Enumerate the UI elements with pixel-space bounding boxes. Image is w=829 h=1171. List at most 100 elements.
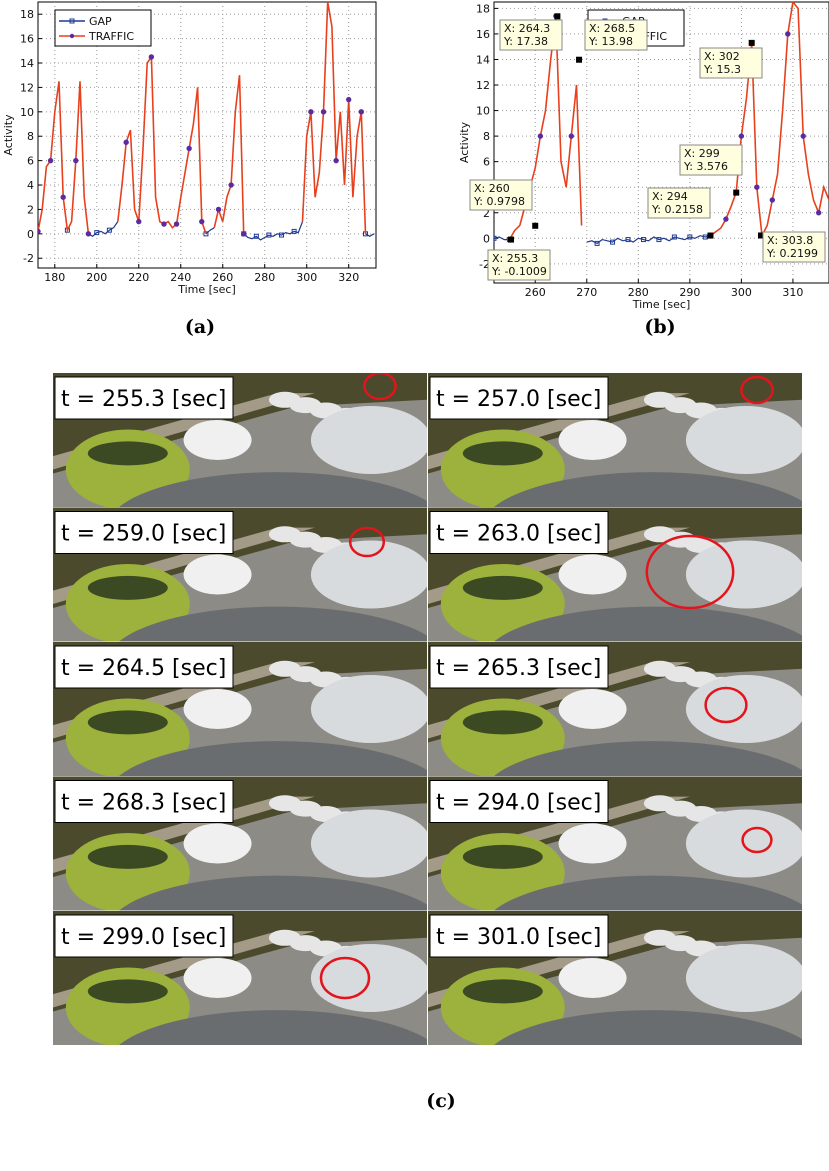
label-box [54,645,234,689]
photo [53,507,427,642]
data-tip-text: Y: 0.2199 [766,247,818,260]
foreground-car [119,606,427,642]
foreground-car [494,1010,802,1045]
data-tip-text: X: 264.3 [504,22,550,35]
marker [60,194,66,200]
marker [656,237,662,243]
panel-label: t = 268.3 [sec] [61,791,226,816]
label-box [429,780,609,823]
silver-car [685,540,802,609]
highlight-circle [645,534,735,610]
data-tip-marker [508,236,515,243]
x-tick-label: 310 [782,286,803,299]
data-tip-text: X: 299 [684,147,720,160]
panel-label: t = 301.0 [sec] [436,925,601,950]
marker [241,231,247,237]
white-car [183,554,252,595]
series-line [508,2,829,240]
photo [53,373,427,507]
marker [625,237,631,243]
sidewalk [428,931,690,1008]
panel-label: t = 294.0 [sec] [436,791,601,816]
label-box [54,780,234,823]
foreground-car [494,472,802,507]
marker [47,157,54,164]
y-tick-label: 16 [476,28,490,41]
green-car-window [87,844,168,869]
x-tick-label: 200 [86,271,107,284]
green-car-window [87,441,168,466]
marker [687,234,693,240]
x-tick-label: 260 [525,286,546,299]
marker [94,230,100,236]
sidewalk [53,527,315,604]
marker [537,133,544,139]
marker [346,96,352,103]
x-tick-label: 300 [296,271,317,284]
white-car [558,689,627,729]
data-tip-text: Y: 17.38 [503,35,548,48]
legend-marker [69,33,75,39]
data-tip-box [584,19,648,51]
marker [594,240,600,246]
silver-car [685,406,802,474]
data-tip-text: Y: 13.98 [588,35,633,48]
data-tip-marker [532,222,539,229]
white-car [558,554,627,595]
y-tick-label: 14 [20,57,34,70]
marker [723,216,729,222]
marker [738,133,745,139]
data-tip-marker [757,232,764,239]
x-tick-label: 300 [731,286,752,299]
y-axis-label: Activity [458,121,471,163]
data-tip-box [647,187,711,219]
foreground-car [494,741,802,776]
series-line [88,221,375,241]
caption: (c) [426,1090,456,1112]
data-tip-text: X: 303.8 [767,234,813,247]
silver-car [310,406,427,474]
data-tip-box [699,47,763,79]
data-tip-text: Y: 0.9798 [473,195,525,208]
photo [53,642,427,776]
y-tick-label: 6 [483,156,490,169]
label-box [429,645,609,689]
silver-car [310,675,427,743]
data-tip-text: X: 260 [474,182,510,195]
white-car [183,823,252,864]
silver-car [310,944,427,1012]
marker [123,139,129,146]
sidewalk [428,796,690,873]
foreground-car [119,741,427,776]
marker [73,157,79,164]
marker [199,218,205,225]
green-car-window [462,979,543,1004]
panel-label: t = 259.0 [sec] [61,522,226,547]
x-tick-label: 320 [338,271,359,284]
y-tick-label: 0 [483,232,490,245]
white-car [183,420,252,460]
silver-car [685,809,802,878]
marker [754,184,760,190]
data-tip-marker [576,56,583,63]
marker [106,227,112,233]
marker [358,109,365,115]
data-tip-text: X: 294 [652,190,688,203]
x-tick-label: 290 [679,286,700,299]
x-tick-label: 260 [212,271,233,284]
legend-box [54,9,152,47]
sidewalk [428,393,690,470]
y-tick-label: -2 [23,252,34,265]
marker [702,234,708,240]
green-car-window [462,575,543,600]
y-tick-label: 10 [476,105,490,118]
marker [38,228,41,235]
white-car [183,958,252,998]
marker [308,109,314,115]
x-tick-label: 180 [44,271,65,284]
foreground-car [494,875,802,911]
marker [333,157,339,164]
marker [148,54,155,60]
data-tip-box [679,144,743,176]
